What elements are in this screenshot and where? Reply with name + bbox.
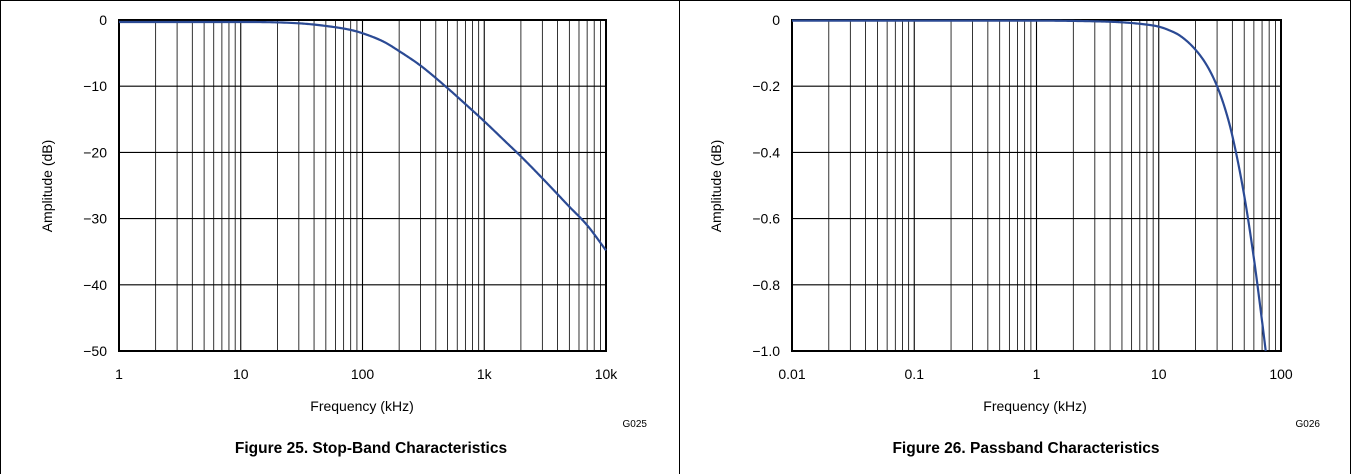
x-axis-label: Frequency (kHz) [983, 398, 1086, 414]
y-tick-label: 0 [772, 12, 780, 28]
response-curve [119, 20, 607, 252]
x-tick-label: 1 [115, 366, 123, 382]
y-axis-label: Amplitude (dB) [39, 140, 55, 233]
figure-code: G025 [623, 419, 648, 430]
figure-code: G026 [1296, 419, 1321, 430]
y-tick-label: −20 [83, 144, 107, 160]
x-tick-label: 1k [477, 366, 493, 382]
passband-chart: 0 −0.2 −0.4 −0.6 −0.8 −1.0 0.01 0.1 1 10 100 Ampl… [708, 12, 1321, 457]
x-axis-label: Frequency (kHz) [310, 398, 413, 414]
y-axis-label: Amplitude (dB) [708, 140, 724, 233]
minor-gridlines [155, 20, 601, 351]
page-border-left [0, 0, 1, 474]
x-tick-label: 100 [351, 366, 375, 382]
y-tick-label: −1.0 [752, 343, 780, 359]
x-tick-labels: 1 10 100 1k 10k [115, 366, 618, 382]
y-tick-label: −30 [83, 211, 107, 227]
plot-frame [118, 19, 607, 352]
y-tick-label: −50 [83, 343, 107, 359]
y-tick-label: 0 [99, 12, 107, 28]
y-tick-labels: 0 −0.2 −0.4 −0.6 −0.8 −1.0 [752, 12, 780, 359]
x-tick-labels: 0.01 0.1 1 10 100 [778, 366, 1293, 382]
x-tick-label: 0.1 [905, 366, 925, 382]
x-tick-label: 10 [1151, 366, 1167, 382]
y-tick-label: −0.4 [752, 144, 780, 160]
minor-gridlines [828, 20, 1276, 351]
y-tick-label: −10 [83, 78, 107, 94]
response-curve [792, 19, 1267, 352]
x-tick-label: 10 [233, 366, 249, 382]
figure-divider [679, 0, 680, 474]
stop-band-chart: 0 −10 −20 −30 −40 −50 1 10 100 1k 10k Amplitude (… [39, 12, 648, 457]
x-tick-label: 1 [1033, 366, 1041, 382]
figure-caption: Figure 26. Passband Characteristics [892, 440, 1159, 457]
figure-caption: Figure 25. Stop-Band Characteristics [235, 440, 507, 457]
y-tick-label: −0.8 [752, 277, 780, 293]
y-tick-label: −0.2 [752, 78, 780, 94]
x-tick-label: 10k [595, 366, 619, 382]
x-tick-label: 0.01 [778, 366, 805, 382]
x-tick-label: 100 [1269, 366, 1293, 382]
y-tick-label: −0.6 [752, 211, 780, 227]
y-tick-labels: 0 −10 −20 −30 −40 −50 [83, 12, 107, 359]
page-border-top [0, 0, 1351, 1]
y-tick-label: −40 [83, 277, 107, 293]
